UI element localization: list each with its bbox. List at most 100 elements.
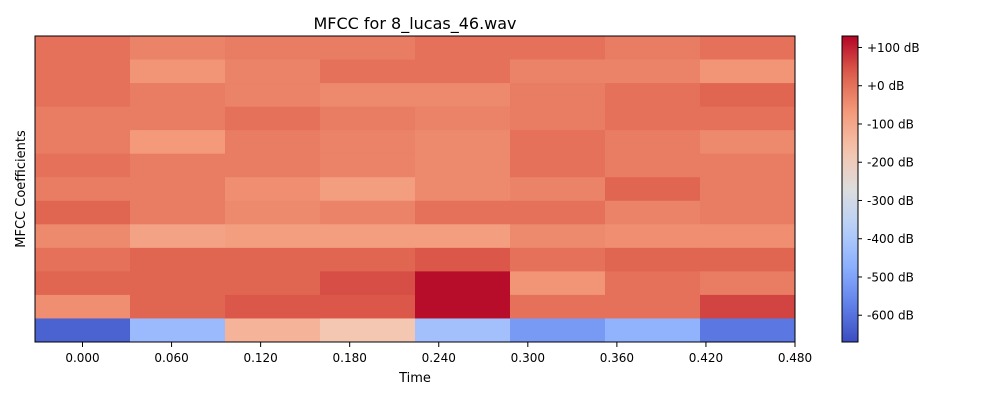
x-tick-label: 0.180 (333, 351, 367, 365)
y-axis-label: MFCC Coefficients (14, 130, 29, 248)
heatmap-cell (35, 83, 131, 108)
heatmap-cell (130, 224, 226, 249)
heatmap-cell (225, 224, 321, 249)
heatmap-cell (415, 83, 511, 108)
heatmap-cell (35, 130, 131, 155)
colorbar-tick-label: -400 dB (867, 232, 914, 246)
heatmap-cell (510, 83, 606, 108)
heatmap-cell (415, 153, 511, 178)
heatmap-cells (35, 36, 796, 343)
heatmap-cell (605, 83, 701, 108)
heatmap-cell (320, 200, 416, 225)
heatmap-cell (510, 224, 606, 249)
heatmap-cell (605, 318, 701, 343)
heatmap-cell (130, 130, 226, 155)
heatmap-cell (225, 153, 321, 178)
heatmap-cell (605, 36, 701, 61)
heatmap-cell (130, 294, 226, 319)
heatmap-cell (225, 83, 321, 108)
x-axis-ticks: 0.000 0.060 0.120 0.180 0.240 0.300 0.360 0.420… (65, 342, 812, 365)
heatmap-cell (130, 200, 226, 225)
heatmap-cell (225, 318, 321, 343)
colorbar-ticks: +100 dB +0 dB -100 dB -200 dB -300 dB -400 dB… (858, 41, 920, 323)
heatmap-cell (35, 247, 131, 272)
heatmap-cell (320, 294, 416, 319)
colorbar-tick-label: -200 dB (867, 156, 914, 170)
heatmap-cell (35, 177, 131, 202)
heatmap-cell (35, 59, 131, 84)
heatmap-cell (700, 153, 796, 178)
heatmap-cell (700, 200, 796, 225)
heatmap-cell (320, 106, 416, 131)
heatmap-cell (700, 36, 796, 61)
colorbar-tick-label: -100 dB (867, 117, 914, 131)
colorbar (841, 35, 859, 343)
heatmap-cell (415, 59, 511, 84)
colorbar-tick-label: -600 dB (867, 309, 914, 323)
heatmap-cell (510, 59, 606, 84)
heatmap-cell (320, 83, 416, 108)
x-tick-label: 0.120 (243, 351, 277, 365)
heatmap-cell (320, 318, 416, 343)
heatmap-cell (225, 294, 321, 319)
heatmap-cell (320, 130, 416, 155)
heatmap-cell (130, 271, 226, 296)
plot-frame (34, 35, 796, 343)
heatmap-cell (605, 153, 701, 178)
heatmap-cell (415, 130, 511, 155)
heatmap-cell (320, 271, 416, 296)
x-tick-label: 0.060 (154, 351, 188, 365)
heatmap-cell (35, 224, 131, 249)
colorbar-tick-label: -300 dB (867, 194, 914, 208)
heatmap-cell (700, 59, 796, 84)
x-tick-label: 0.360 (600, 351, 634, 365)
heatmap-cell (130, 247, 226, 272)
heatmap-cell (415, 318, 511, 343)
heatmap-cell (225, 106, 321, 131)
heatmap-cell (700, 247, 796, 272)
heatmap-cell (605, 200, 701, 225)
heatmap-cell (130, 318, 226, 343)
heatmap-cell (700, 318, 796, 343)
x-tick-label: 0.480 (778, 351, 812, 365)
heatmap-cell (700, 294, 796, 319)
heatmap-cell (130, 177, 226, 202)
heatmap-cell (320, 247, 416, 272)
heatmap-cell (510, 36, 606, 61)
colorbar-tick-label: -500 dB (867, 270, 914, 284)
heatmap-cell (415, 247, 511, 272)
heatmap-cell (700, 83, 796, 108)
heatmap-cell (605, 271, 701, 296)
heatmap-cell (225, 247, 321, 272)
colorbar-tick-label: +100 dB (867, 41, 920, 55)
x-tick-label: 0.000 (65, 351, 99, 365)
heatmap-cell (605, 106, 701, 131)
heatmap-cell (320, 177, 416, 202)
heatmap-cell (510, 106, 606, 131)
heatmap-cell (35, 36, 131, 61)
chart-title: MFCC for 8_lucas_46.wav (313, 14, 516, 34)
heatmap-cell (225, 271, 321, 296)
heatmap-cell (225, 177, 321, 202)
heatmap-cell (415, 177, 511, 202)
heatmap-cell (35, 200, 131, 225)
heatmap-cell (605, 294, 701, 319)
heatmap-cell (415, 224, 511, 249)
heatmap-cell (35, 153, 131, 178)
heatmap-cell (130, 83, 226, 108)
heatmap-cell (415, 106, 511, 131)
heatmap-cell (605, 59, 701, 84)
heatmap-cell (225, 59, 321, 84)
heatmap-cell (35, 106, 131, 131)
heatmap-cell (510, 177, 606, 202)
heatmap-cell (700, 224, 796, 249)
heatmap-cell (35, 318, 131, 343)
heatmap-cell (510, 130, 606, 155)
heatmap-cell (130, 153, 226, 178)
heatmap-cell (225, 130, 321, 155)
heatmap-cell (510, 294, 606, 319)
heatmap-cell (605, 247, 701, 272)
x-tick-label: 0.420 (689, 351, 723, 365)
x-tick-label: 0.300 (511, 351, 545, 365)
